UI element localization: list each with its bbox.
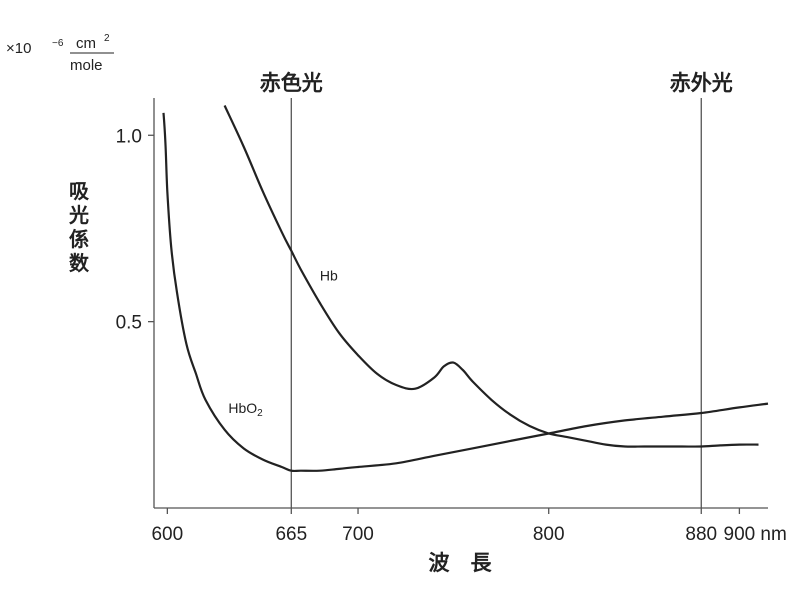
x-tick-label: 665 — [275, 524, 307, 545]
series-group — [162, 105, 769, 473]
y-axis-label-char: 吸 — [69, 179, 90, 203]
wavelength-markers: 赤色光 赤外光 — [260, 71, 733, 508]
x-tick-label: 700 — [342, 524, 374, 545]
x-tick-label: 880 — [685, 524, 717, 545]
y-axis-label-char: 光 — [68, 203, 89, 227]
x-ticks: 600 665 700 800 880 900 nm — [151, 508, 787, 545]
y-axis-label-char: 数 — [69, 251, 90, 275]
marker-label: 赤色光 — [260, 71, 323, 95]
y-unit-exponent: −6 — [52, 38, 64, 49]
series-line-hb — [223, 105, 759, 448]
y-tick-label: 0.5 — [116, 313, 142, 334]
x-tick-label: 800 — [533, 524, 565, 545]
y-tick-label: 1.0 — [116, 126, 142, 147]
series-label-hbo: HbO2 — [228, 400, 263, 419]
y-unit-numerator: cm — [76, 35, 96, 52]
y-unit-label: ×10 −6 cm 2 mole — [6, 33, 114, 74]
y-unit-denominator: mole — [70, 57, 103, 74]
series-label-hb: Hb — [320, 268, 338, 284]
x-tick-label: 600 — [151, 524, 183, 545]
y-ticks: 0.5 1.0 — [116, 126, 154, 334]
y-axis-label-char: 係 — [69, 227, 89, 251]
x-axis-label: 波 長 — [429, 551, 493, 575]
x-axis-unit: nm — [760, 524, 786, 545]
x-tick-label: 900 — [724, 524, 756, 545]
marker-label: 赤外光 — [670, 71, 733, 95]
y-unit-numerator-sup: 2 — [104, 33, 110, 44]
series-line-hbo — [162, 112, 769, 473]
series-labels: Hb HbO2 — [228, 268, 338, 419]
y-unit-prefix: ×10 — [6, 40, 31, 57]
